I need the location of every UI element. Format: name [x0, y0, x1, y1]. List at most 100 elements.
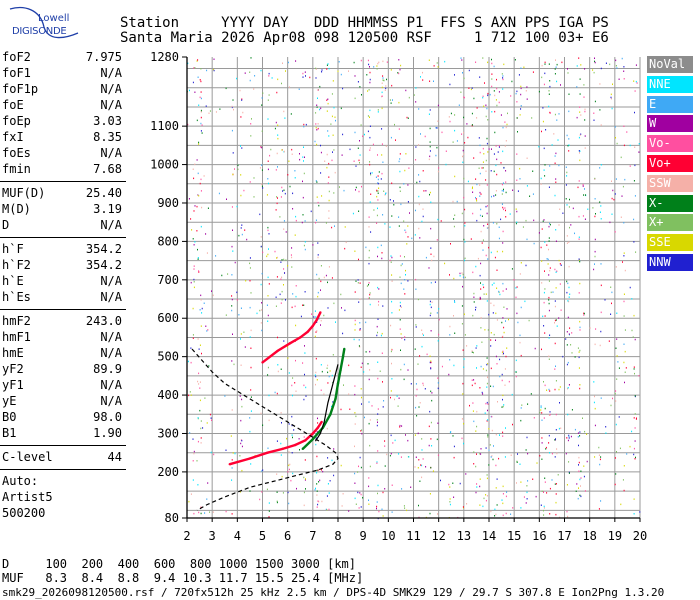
param-value: 98.0 — [93, 410, 122, 424]
param-name: foF1p — [2, 82, 39, 96]
param-value: 3.03 — [93, 114, 122, 128]
legend-item: X- — [647, 194, 693, 212]
param-row: yF2 89.9 — [2, 361, 122, 377]
param-name: h`Es — [2, 290, 31, 304]
trace-point — [329, 413, 332, 416]
y-tick-label: 700 — [157, 273, 179, 287]
y-tick-label: 1280 — [150, 50, 179, 64]
param-name: hmF1 — [2, 330, 31, 344]
param-value: 44 — [107, 450, 122, 464]
autoscaling-label: Auto: — [2, 474, 39, 488]
param-row: h`F2 354.2 — [2, 257, 122, 273]
param-value: N/A — [100, 290, 122, 304]
trace-point — [266, 451, 269, 454]
x-tick-label: 19 — [608, 529, 622, 543]
x-tick-label: 16 — [532, 529, 546, 543]
echo-noise — [187, 57, 641, 520]
x-tick-label: 6 — [284, 529, 291, 543]
param-name: fmin — [2, 162, 31, 176]
trace-point — [311, 432, 315, 435]
x-tick-label: 8 — [334, 529, 341, 543]
legend-item: SSW — [647, 174, 693, 192]
param-row: fmin 7.68 — [2, 161, 122, 177]
header-labels: Station YYYY DAY DDD HHMMSS P1 FFS S AXN… — [120, 15, 609, 31]
footer-info: smk29_2026098120500.rsf / 720fx512h 25 k… — [2, 586, 665, 599]
separator — [0, 469, 126, 470]
trace-point — [316, 426, 320, 429]
x-tick-label: 3 — [209, 529, 216, 543]
y-tick-label: 200 — [157, 465, 179, 479]
trace-point — [336, 382, 340, 385]
param-row: fxI 8.35 — [2, 129, 122, 145]
x-tick-label: 4 — [234, 529, 241, 543]
param-value: N/A — [100, 274, 122, 288]
legend-item: NNW — [647, 254, 693, 271]
param-value: 7.975 — [85, 50, 122, 64]
param-row: B1 1.90 — [2, 425, 122, 441]
x-tick-label: 15 — [507, 529, 521, 543]
x-tick-label: 7 — [309, 529, 316, 543]
param-row: C-level 44 — [2, 449, 122, 465]
param-row: foEp 3.03 — [2, 113, 122, 129]
y-tick-label: 400 — [157, 388, 179, 402]
param-row: M(D) 3.19 — [2, 201, 122, 217]
trace-model-profile — [191, 348, 339, 511]
param-row: h`F 354.2 — [2, 241, 122, 257]
param-name: yE — [2, 394, 17, 408]
param-value: N/A — [100, 378, 122, 392]
y-tick-label: 500 — [157, 350, 179, 364]
separator — [0, 309, 126, 310]
x-tick-label: 13 — [457, 529, 471, 543]
y-tick-label: 1100 — [150, 119, 179, 133]
trace-point — [276, 349, 279, 353]
param-row: MUF(D) 25.40 — [2, 185, 122, 201]
param-row: foF2 7.975 — [2, 49, 122, 65]
param-value: 7.68 — [93, 162, 122, 176]
x-tick-label: 10 — [381, 529, 395, 543]
trace-point — [311, 438, 315, 441]
param-value: 3.19 — [93, 202, 122, 216]
x-tick-label: 17 — [557, 529, 571, 543]
y-tick-label: 300 — [157, 426, 179, 440]
param-name: MUF(D) — [2, 186, 46, 200]
param-name: foEp — [2, 114, 31, 128]
distance-row: D 100 200 400 600 800 1000 1500 3000 [km… — [2, 557, 357, 571]
param-name: foF2 — [2, 50, 31, 64]
trace-point — [343, 347, 346, 351]
param-value: 1.90 — [93, 426, 122, 440]
param-row: D N/A — [2, 217, 122, 233]
ionogram-chart: 2 3 4 5 6 7 8 9 10 11 12 13 14 15 16 17 18 19 20 80 200 300 40… — [150, 50, 647, 543]
param-name: h`E — [2, 274, 24, 288]
param-name: M(D) — [2, 202, 31, 216]
param-name: yF2 — [2, 362, 24, 376]
legend-item: Vo+ — [647, 155, 693, 172]
muf-row: MUF 8.3 8.4 8.8 9.4 10.3 11.7 15.5 25.4 … — [2, 571, 364, 585]
trace-point — [311, 324, 315, 328]
param-value: 243.0 — [85, 314, 122, 328]
separator — [0, 181, 126, 182]
trace-point — [339, 368, 342, 372]
y-tick-label: 900 — [157, 196, 179, 210]
legend-item: Vo- — [647, 135, 693, 153]
trace-point — [228, 463, 231, 466]
param-name: hmE — [2, 346, 24, 360]
param-name: B0 — [2, 410, 17, 424]
trace-point — [334, 397, 337, 401]
param-name: D — [2, 218, 10, 232]
param-value: 8.35 — [93, 130, 122, 144]
param-row: foE N/A — [2, 97, 122, 113]
param-value: N/A — [100, 346, 122, 360]
param-name: foE — [2, 98, 24, 112]
param-value: 89.9 — [93, 362, 122, 376]
logo-text-lowell: Lowell — [38, 13, 70, 24]
param-name: h`F — [2, 242, 24, 256]
digisonde-logo — [9, 6, 79, 39]
trace-point — [261, 361, 264, 364]
trace-point — [248, 457, 252, 460]
param-row: foF1p N/A — [2, 81, 122, 97]
param-name: yF1 — [2, 378, 24, 392]
param-row: yE N/A — [2, 393, 122, 409]
trace-point — [319, 311, 322, 314]
param-value: N/A — [100, 218, 122, 232]
trace-point — [315, 318, 318, 322]
